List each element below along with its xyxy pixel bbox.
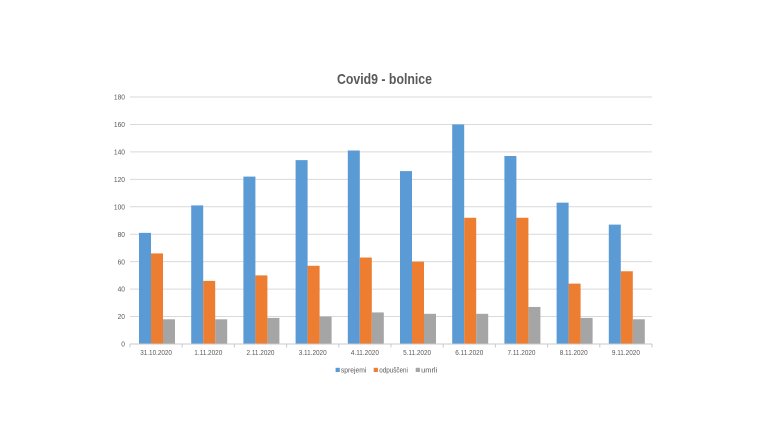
svg-text:7.11.2020: 7.11.2020 xyxy=(508,348,536,357)
svg-text:20: 20 xyxy=(118,312,125,321)
svg-text:0: 0 xyxy=(121,340,125,349)
svg-text:40: 40 xyxy=(118,285,125,294)
svg-text:8.11.2020: 8.11.2020 xyxy=(560,348,588,357)
svg-text:odpuščeni: odpuščeni xyxy=(379,365,408,374)
svg-text:4.11.2020: 4.11.2020 xyxy=(351,348,379,357)
svg-text:180: 180 xyxy=(114,93,125,102)
svg-text:160: 160 xyxy=(114,120,125,129)
svg-text:2.11.2020: 2.11.2020 xyxy=(247,348,275,357)
svg-text:3.11.2020: 3.11.2020 xyxy=(299,348,327,357)
svg-text:60: 60 xyxy=(118,257,125,266)
svg-text:120: 120 xyxy=(114,175,125,184)
svg-text:6.11.2020: 6.11.2020 xyxy=(455,348,483,357)
svg-text:140: 140 xyxy=(114,147,125,156)
svg-text:5.11.2020: 5.11.2020 xyxy=(403,348,431,357)
svg-text:9.11.2020: 9.11.2020 xyxy=(612,348,640,357)
svg-text:100: 100 xyxy=(114,202,125,211)
svg-text:Covid9 - bolnice: Covid9 - bolnice xyxy=(337,71,432,88)
svg-text:umrli: umrli xyxy=(421,365,437,374)
svg-text:1.11.2020: 1.11.2020 xyxy=(194,348,222,357)
svg-text:sprejemi: sprejemi xyxy=(341,365,367,374)
svg-text:31.10.2020: 31.10.2020 xyxy=(140,348,172,357)
svg-text:80: 80 xyxy=(118,230,125,239)
